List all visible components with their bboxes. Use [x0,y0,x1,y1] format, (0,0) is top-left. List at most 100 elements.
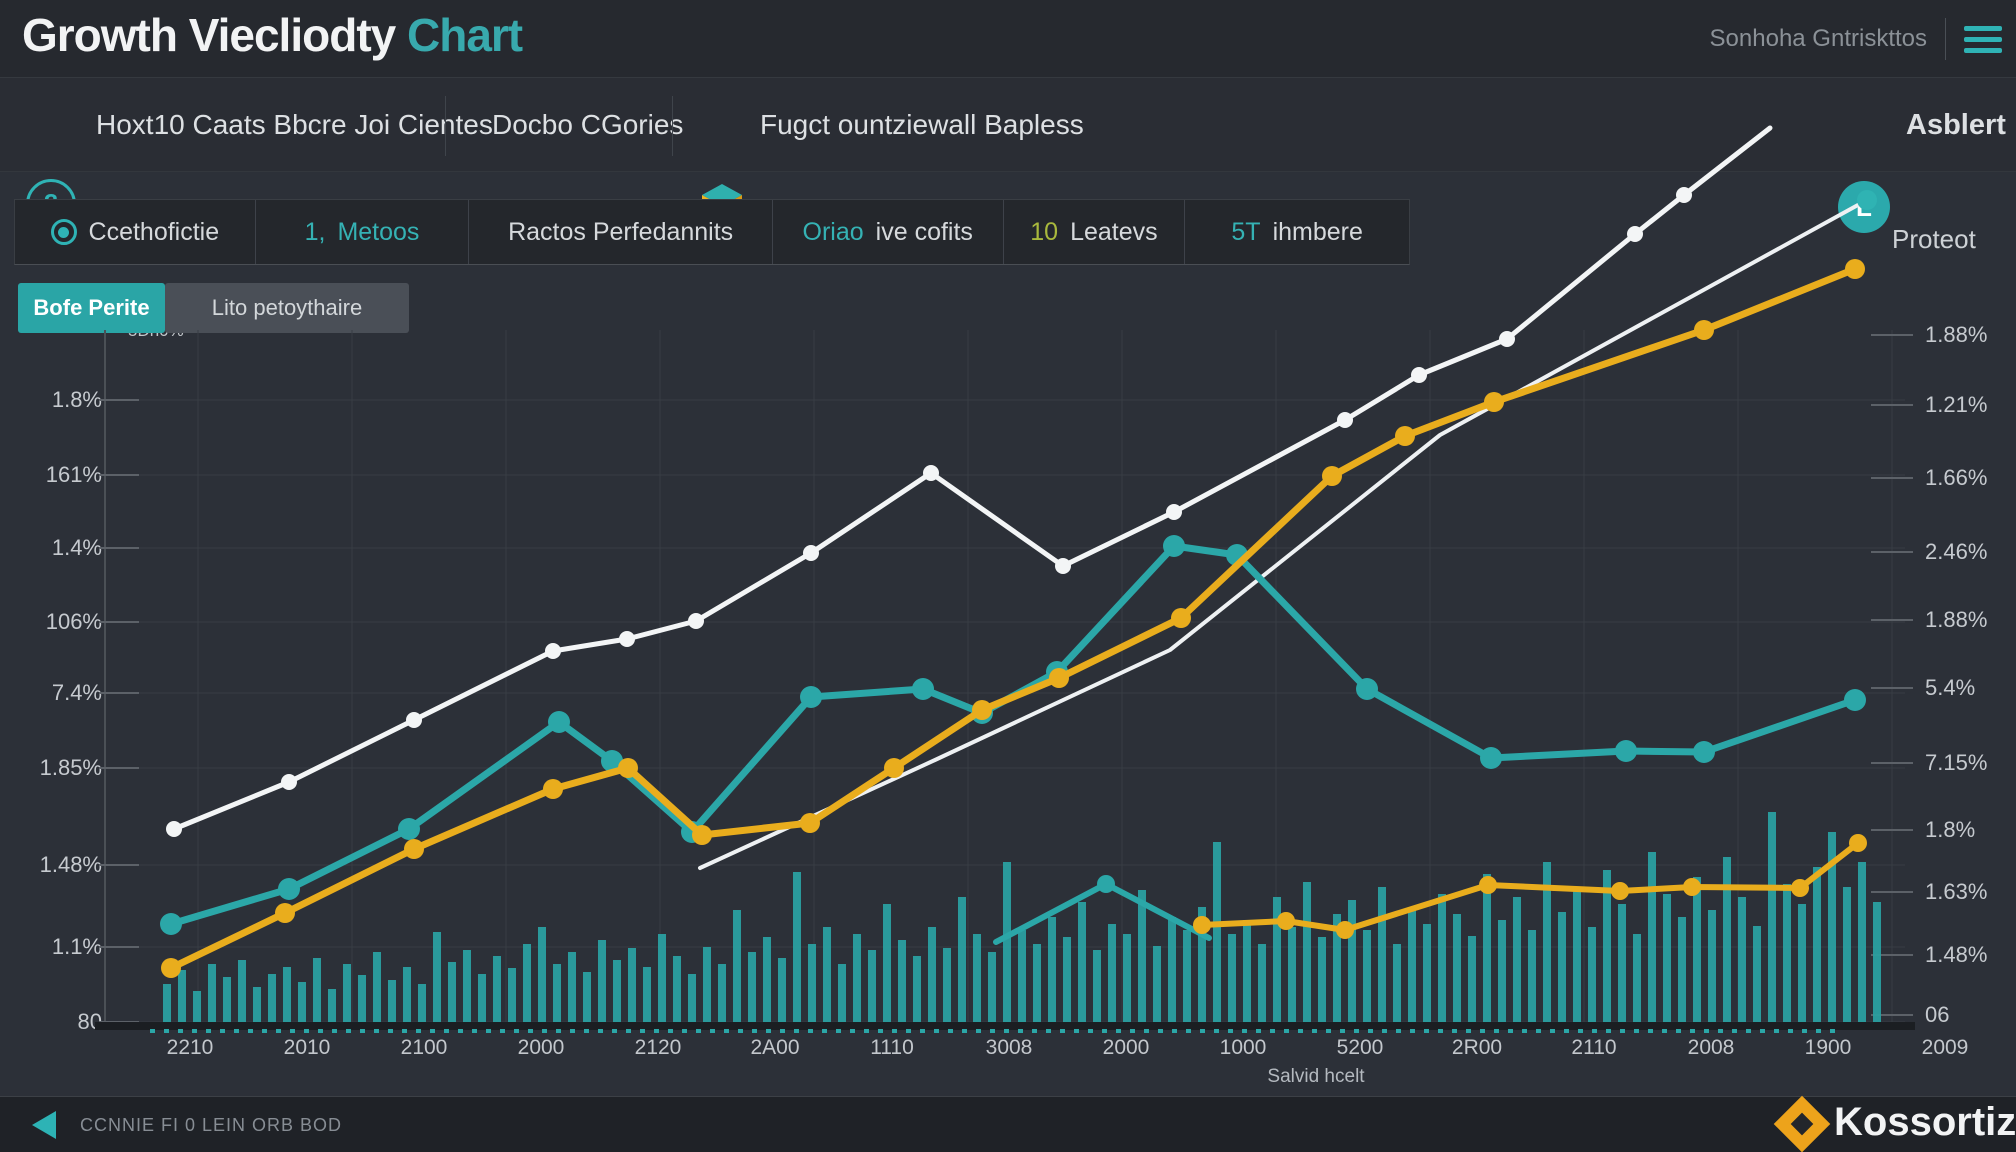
back-icon[interactable] [32,1111,56,1139]
bar [703,947,711,1022]
data-point [1055,558,1071,574]
bar [1018,930,1026,1022]
bar [1603,870,1611,1022]
bar [1333,914,1341,1022]
data-point [688,613,704,629]
y-axis-left-label: 1.8% [51,387,102,412]
bofe-perite-button[interactable]: Bofe Perite [18,283,165,333]
data-point [1844,689,1866,711]
toolbar-item-1: Hoxt10 Caats Bbcre Joi Cientes [96,109,493,140]
data-point [1226,544,1248,566]
axis-ticks [99,334,1913,1023]
data-point [884,758,904,778]
bar [1498,920,1506,1022]
bar [943,948,951,1022]
x-axis-label: 2000 [517,1036,565,1059]
tab-metoos[interactable]: 1, Metoos [256,200,470,264]
bar [1648,852,1656,1022]
bar [613,960,621,1022]
bar [673,956,681,1022]
data-point [1484,392,1504,412]
menu-icon[interactable] [1964,25,2002,53]
y-axis-right-label: 1.8% [1925,817,1976,842]
bar [988,952,996,1022]
bar [733,910,741,1022]
tab-label: ive cofits [875,217,973,246]
bar [1408,907,1416,1022]
data-point [681,821,703,843]
bar [898,940,906,1022]
toolbar: ß Hoxt10 Caats Bbcre Joi Cientes Docbo C… [0,78,2016,233]
bar [1108,924,1116,1022]
bar [1543,862,1551,1022]
bar [463,950,471,1022]
data-point [1849,834,1867,852]
bar [268,974,276,1022]
bar [373,952,381,1022]
bar [1213,842,1221,1022]
data-point [278,878,300,900]
bar [1003,862,1011,1022]
tab-leatevs[interactable]: 10 Leatevs [1004,200,1186,264]
data-point [1693,741,1715,763]
tab-ccethofictie[interactable]: Ccethofictie [15,200,256,264]
data-point [800,686,822,708]
bar [1633,934,1641,1022]
bar [1813,867,1821,1022]
y-axis-left-label: 1.85% [39,755,102,780]
bar [178,970,186,1022]
x-axis-label: 2000 [1102,1036,1150,1059]
tab-label: Leatevs [1070,217,1158,246]
bar [778,958,786,1022]
bar [1048,917,1056,1022]
bar [1153,946,1161,1022]
bar [1348,900,1356,1022]
bar [223,977,231,1022]
bar [853,934,861,1022]
avatar[interactable]: L [1838,181,1890,233]
bar [1618,904,1626,1022]
tab-prefix: 1, [304,217,326,246]
bar [973,934,981,1022]
x-axis-title: Salvid hcelt [1267,1066,1365,1087]
data-point [1193,916,1211,934]
data-point [404,839,424,859]
bar [1798,904,1806,1022]
x-axis-label: 5200 [1336,1036,1384,1059]
bar [538,927,546,1022]
bar [1363,930,1371,1022]
bar [358,975,366,1022]
tab-ractos-perfedannits[interactable]: Ractos Perfedannits [469,200,773,264]
tab-ihmbere[interactable]: 5T ihmbere [1185,200,1409,264]
brand-name: Kossortiz [1834,1100,2016,1144]
data-point [923,465,939,481]
data-point [1499,331,1515,347]
bar [1723,857,1731,1022]
bar [343,964,351,1022]
bar [1093,950,1101,1022]
x-axis-label: 3008 [985,1036,1033,1059]
data-point [1337,412,1353,428]
y-axis-left-label: 106% [45,609,102,634]
y-axis-right-label: 5.4% [1925,675,1976,700]
data-point [548,711,570,733]
data-point [618,758,638,778]
data-point [1277,912,1295,930]
data-point [619,631,635,647]
data-point [1676,187,1692,203]
bar [1843,887,1851,1022]
bar [1753,926,1761,1022]
series-teal-bump [993,875,1212,945]
tab-ive-cofits[interactable]: Oriao ive cofits [773,200,1004,264]
bar [1318,937,1326,1022]
toolbar-item-2: Docbo CGories [492,109,684,140]
tab-prefix: Oriao [802,217,864,246]
tab-label: Metoos [337,217,420,246]
bar [388,980,396,1022]
bar [1183,930,1191,1022]
lito-petoythaire-button[interactable]: Lito petoythaire [165,283,409,333]
data-point [1097,875,1115,893]
bar [1123,934,1131,1022]
data-point [398,818,420,840]
series-teal-main [160,535,1866,935]
